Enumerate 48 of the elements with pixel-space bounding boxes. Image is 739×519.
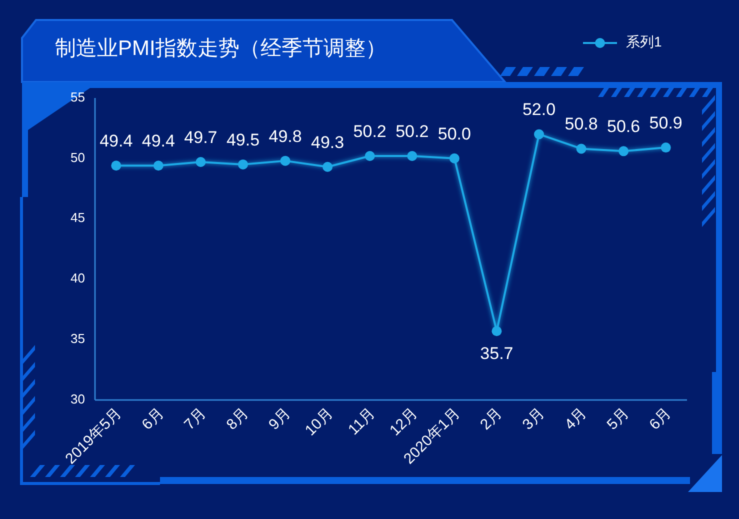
y-tick-label: 55 xyxy=(70,89,85,104)
data-label: 49.4 xyxy=(100,132,133,151)
data-label: 50.8 xyxy=(564,114,598,134)
point xyxy=(196,157,206,168)
data-label: 49.8 xyxy=(268,126,302,146)
x-tick-label: 5月 xyxy=(604,404,632,434)
chart-title: 制造业PMI指数走势（经季节调整） xyxy=(55,37,386,60)
data-label: 50.6 xyxy=(607,117,640,136)
data-label: 35.7 xyxy=(480,344,514,364)
x-tick-label: 7月 xyxy=(181,404,210,434)
x-tick-label: 8月 xyxy=(223,404,252,434)
legend-label: 系列1 xyxy=(626,34,662,50)
x-tick-label: 6月 xyxy=(646,404,675,434)
point xyxy=(153,160,164,171)
x-tick-label: 4月 xyxy=(562,404,590,434)
point xyxy=(576,144,586,154)
point xyxy=(238,159,248,170)
x-tick-label: 2月 xyxy=(477,404,506,434)
data-label: 52.0 xyxy=(522,100,556,120)
point xyxy=(449,153,460,164)
point xyxy=(618,146,629,156)
x-tick-label: 3月 xyxy=(519,404,548,434)
point xyxy=(660,142,671,153)
data-label: 49.5 xyxy=(226,130,260,150)
data-label: 50.9 xyxy=(649,114,682,133)
x-tick-label: 10月 xyxy=(302,404,336,440)
y-tick-label: 45 xyxy=(70,210,85,226)
data-label: 49.7 xyxy=(184,128,218,148)
x-tick-label: 12月 xyxy=(386,404,421,440)
data-label: 50.0 xyxy=(438,124,471,144)
data-label: 49.3 xyxy=(311,132,344,152)
x-tick-label: 11月 xyxy=(345,404,379,438)
x-tick-label: 9月 xyxy=(266,404,294,434)
point xyxy=(111,160,122,171)
point xyxy=(280,156,290,166)
y-tick-label: 40 xyxy=(70,270,85,286)
y-tick-label: 50 xyxy=(70,150,85,165)
y-tick-label: 35 xyxy=(70,331,85,346)
point xyxy=(534,129,544,140)
y-tick-label: 30 xyxy=(70,391,85,406)
data-label: 49.4 xyxy=(142,132,175,151)
point xyxy=(407,150,418,161)
x-tick-label: 6月 xyxy=(138,404,168,434)
data-label: 50.2 xyxy=(396,122,429,141)
data-label: 50.2 xyxy=(353,122,386,141)
point xyxy=(492,326,502,336)
point xyxy=(322,162,333,172)
point xyxy=(364,150,375,161)
